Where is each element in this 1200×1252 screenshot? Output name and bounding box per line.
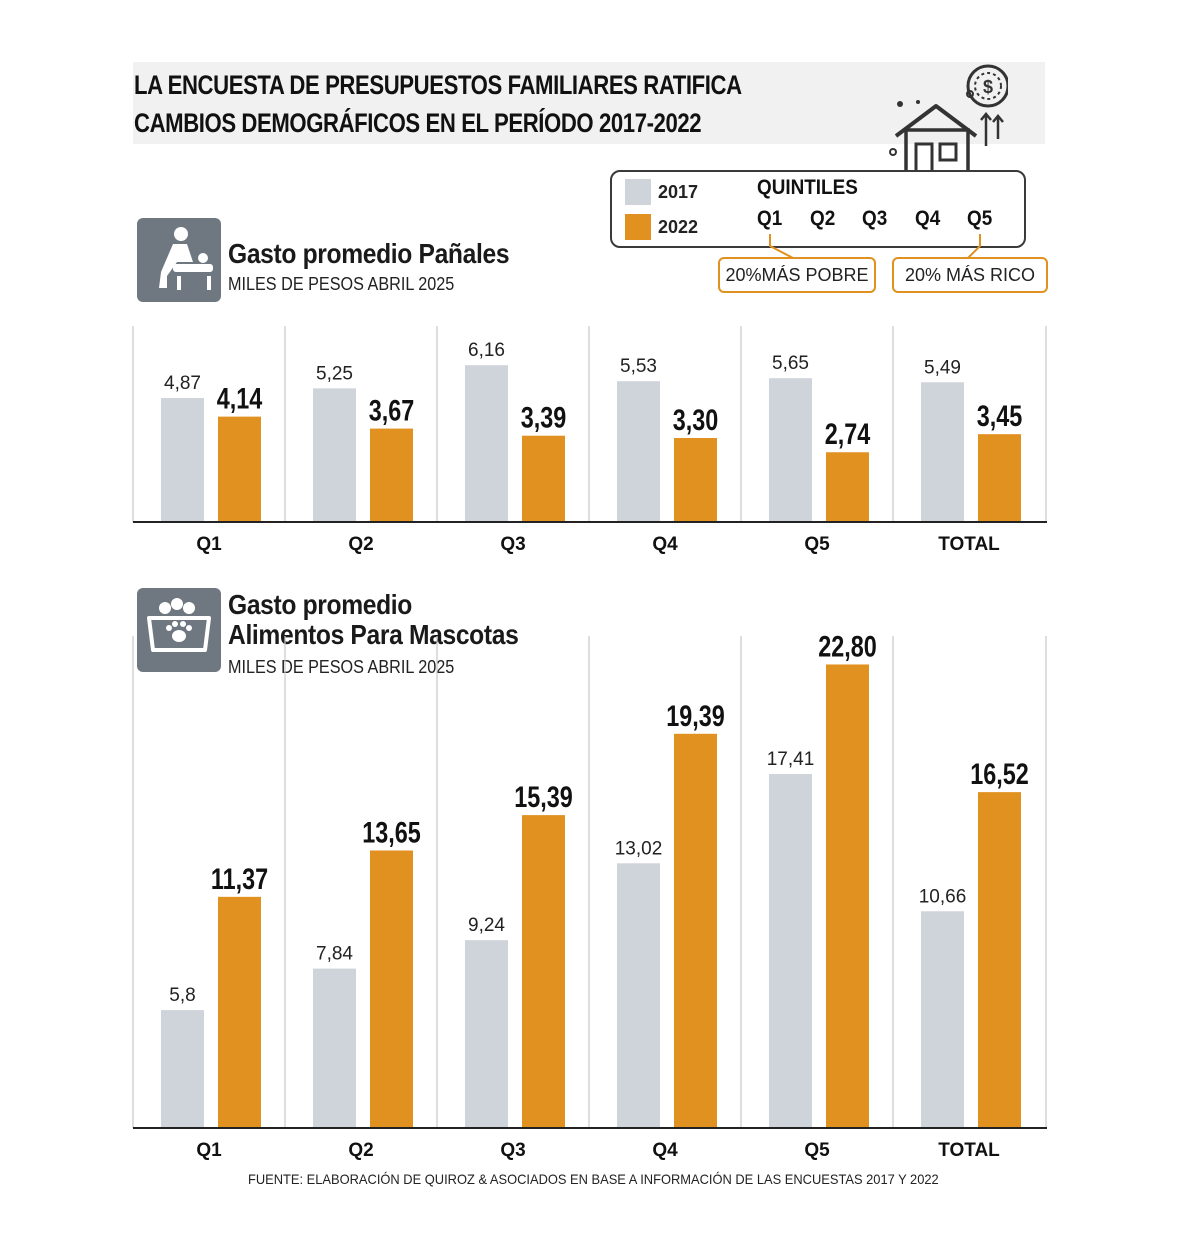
diapers-label-2022: 3,30 bbox=[673, 403, 719, 436]
pets-chart-title-line-2: Alimentos Para Mascotas bbox=[228, 619, 519, 650]
quintile-q5: Q5 bbox=[967, 207, 993, 230]
diapers-category-label: Q3 bbox=[500, 534, 525, 555]
diapers-label-2017: 5,65 bbox=[772, 353, 809, 374]
diapers-bar-2017 bbox=[617, 381, 660, 522]
legend-swatch-2022 bbox=[625, 214, 651, 240]
diapers-category-label: Q4 bbox=[652, 534, 678, 555]
title-band bbox=[133, 62, 1045, 144]
legend-connectors bbox=[769, 234, 981, 259]
diapers-bar-2017 bbox=[161, 398, 204, 522]
quintile-q3: Q3 bbox=[862, 207, 888, 230]
diapers-label-2022: 3,39 bbox=[521, 401, 567, 434]
diapers-label-2022: 3,45 bbox=[977, 399, 1023, 432]
diapers-label-2022: 3,67 bbox=[369, 394, 415, 427]
diapers-label-2017: 5,25 bbox=[316, 363, 353, 384]
legend-swatch-2017 bbox=[625, 179, 651, 205]
page-title-line-2: CAMBIOS DEMOGRÁFICOS EN EL PERÍODO 2017-… bbox=[134, 108, 702, 138]
diapers-label-2022: 4,14 bbox=[217, 382, 263, 415]
quintile-q2: Q2 bbox=[810, 207, 836, 230]
legend-label-2022: 2022 bbox=[658, 217, 699, 237]
diapers-label-2022: 2,74 bbox=[825, 417, 871, 450]
diapers-bar-2017 bbox=[465, 365, 508, 522]
diapers-bar-2022 bbox=[218, 416, 261, 522]
tag-richest-20: 20% MÁS RICO bbox=[892, 257, 1048, 293]
pets-chart-title-line-1: Gasto promedio bbox=[228, 589, 413, 620]
diapers-bar-2017 bbox=[921, 382, 964, 522]
page-title-line-1: LA ENCUESTA DE PRESUPUESTOS FAMILIARES R… bbox=[134, 70, 742, 100]
diapers-bar-2022 bbox=[674, 438, 717, 522]
diapers-label-2017: 4,87 bbox=[164, 373, 201, 394]
source-note: FUENTE: ELABORACIÓN DE QUIROZ & ASOCIADO… bbox=[248, 1171, 939, 1187]
legend-label-2017: 2017 bbox=[658, 182, 699, 202]
diapers-bar-2022 bbox=[522, 435, 565, 522]
quintile-q1: Q1 bbox=[757, 207, 783, 230]
diapers-bar-2017 bbox=[769, 378, 812, 522]
diapers-category-label: Q2 bbox=[348, 534, 373, 555]
diapers-bar-2022 bbox=[826, 452, 869, 522]
diapers-category-label: Q5 bbox=[804, 534, 830, 555]
legend-box bbox=[610, 170, 1026, 248]
quintile-q4: Q4 bbox=[915, 207, 941, 230]
diapers-category-label: Q1 bbox=[196, 534, 222, 555]
diapers-category-label: TOTAL bbox=[938, 534, 1000, 555]
baby-changing-icon bbox=[137, 218, 221, 302]
diapers-chart-title: Gasto promedio Pañales bbox=[228, 238, 510, 269]
diapers-bar-2017 bbox=[313, 388, 356, 522]
diapers-bar-2022 bbox=[978, 434, 1021, 522]
diapers-label-2017: 5,53 bbox=[620, 356, 657, 377]
quintiles-title: QUINTILES bbox=[757, 176, 858, 199]
tag-poorest-20: 20%MÁS POBRE bbox=[718, 257, 876, 293]
diapers-chart-subtitle: MILES DE PESOS ABRIL 2025 bbox=[228, 274, 455, 294]
diapers-label-2017: 6,16 bbox=[468, 340, 505, 361]
diapers-label-2017: 5,49 bbox=[924, 357, 961, 378]
diapers-bar-2022 bbox=[370, 428, 413, 522]
pet-food-bowl-icon bbox=[137, 588, 221, 672]
svg-text:$: $ bbox=[983, 77, 993, 97]
